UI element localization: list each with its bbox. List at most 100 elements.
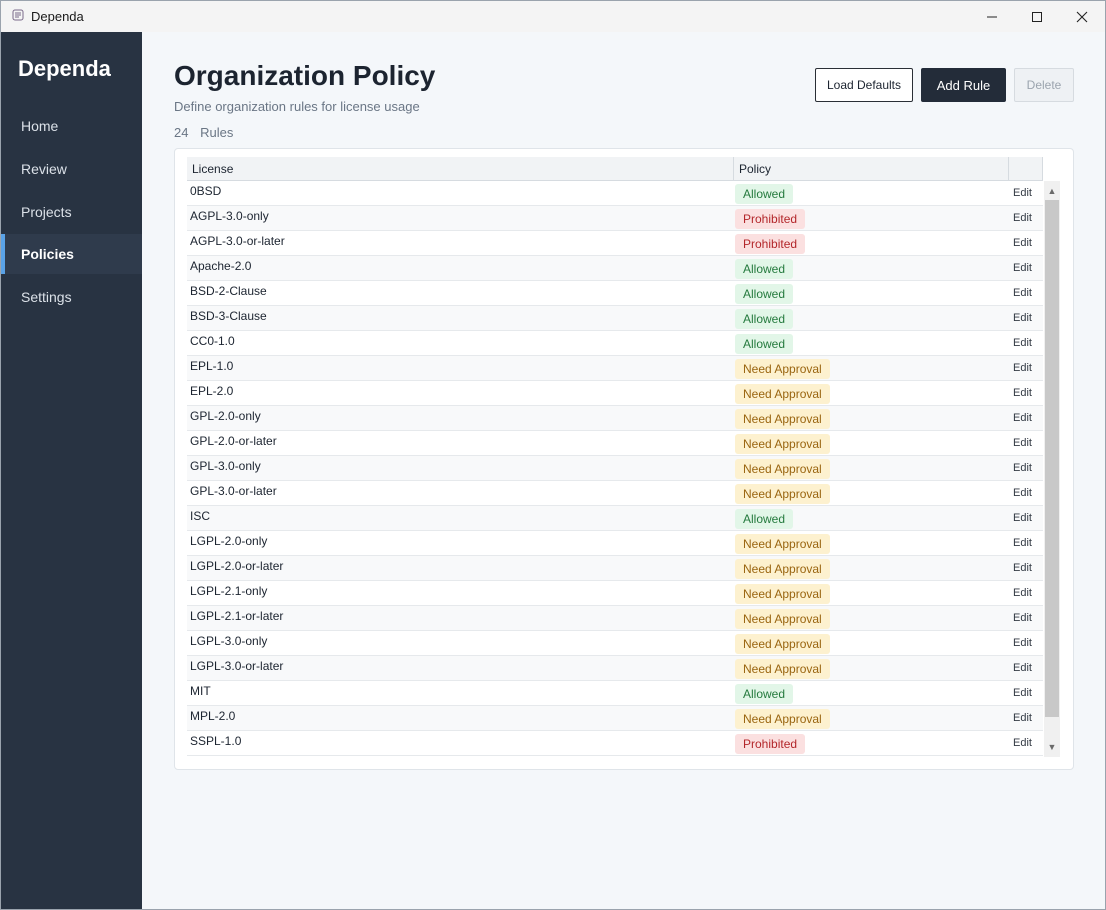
table-row[interactable]: CC0-1.0 Allowed Edit	[187, 331, 1043, 356]
table-row[interactable]: Apache-2.0 Allowed Edit	[187, 256, 1043, 281]
table-row[interactable]: AGPL-3.0-only Prohibited Edit	[187, 206, 1043, 231]
chevron-down-icon[interactable]: ▼	[1047, 742, 1057, 752]
edit-button[interactable]: Edit	[1013, 312, 1032, 324]
edit-button[interactable]: Edit	[1013, 487, 1032, 499]
edit-button[interactable]: Edit	[1013, 412, 1032, 424]
scrollbar-thumb[interactable]	[1045, 200, 1059, 717]
table-row[interactable]: MIT Allowed Edit	[187, 681, 1043, 706]
sidebar-item-policies[interactable]: Policies	[1, 234, 142, 274]
edit-button[interactable]: Edit	[1013, 537, 1032, 549]
maximize-icon	[1032, 11, 1042, 22]
table-row[interactable]: GPL-2.0-or-later Need Approval Edit	[187, 431, 1043, 456]
license-name: AGPL-3.0-or-later	[190, 234, 285, 248]
load-defaults-button[interactable]: Load Defaults	[815, 68, 913, 102]
table-row[interactable]: GPL-3.0-only Need Approval Edit	[187, 456, 1043, 481]
table-row[interactable]: EPL-1.0 Need Approval Edit	[187, 356, 1043, 381]
table-row[interactable]: LGPL-3.0-only Need Approval Edit	[187, 631, 1043, 656]
policy-badge: Allowed	[735, 684, 794, 704]
table-row[interactable]: LGPL-2.1-only Need Approval Edit	[187, 581, 1043, 606]
edit-button[interactable]: Edit	[1013, 712, 1032, 724]
sidebar-item-label: Review	[21, 161, 67, 177]
sidebar-item-review[interactable]: Review	[1, 149, 142, 189]
sidebar-item-label: Home	[21, 118, 59, 134]
sidebar-item-projects[interactable]: Projects	[1, 192, 142, 232]
page-subtitle: Define organization rules for license us…	[174, 99, 420, 114]
license-name: LGPL-3.0-only	[190, 634, 268, 648]
policy-badge: Prohibited	[735, 209, 806, 229]
add-rule-button[interactable]: Add Rule	[921, 68, 1006, 102]
table-row[interactable]: LGPL-2.0-only Need Approval Edit	[187, 531, 1043, 556]
delete-button[interactable]: Delete	[1014, 68, 1074, 102]
policy-badge: Need Approval	[735, 584, 830, 604]
edit-button[interactable]: Edit	[1013, 437, 1032, 449]
edit-button[interactable]: Edit	[1013, 662, 1032, 674]
policy-badge: Need Approval	[735, 359, 830, 379]
edit-button[interactable]: Edit	[1013, 687, 1032, 699]
policy-badge: Need Approval	[735, 634, 830, 654]
license-name: GPL-2.0-or-later	[190, 434, 277, 448]
chevron-up-icon[interactable]: ▲	[1047, 186, 1057, 196]
table-row[interactable]: LGPL-2.1-or-later Need Approval Edit	[187, 606, 1043, 631]
policy-badge: Need Approval	[735, 434, 830, 454]
table-row[interactable]: GPL-2.0-only Need Approval Edit	[187, 406, 1043, 431]
main-content: Organization Policy Define organization …	[142, 32, 1105, 909]
edit-button[interactable]: Edit	[1013, 637, 1032, 649]
table-row[interactable]: SSPL-1.0 Prohibited Edit	[187, 731, 1043, 756]
rule-count-value: 24	[174, 125, 189, 140]
table-row[interactable]: GPL-3.0-or-later Need Approval Edit	[187, 481, 1043, 506]
policy-badge: Need Approval	[735, 484, 830, 504]
app-logo-icon	[12, 9, 24, 21]
policy-badge: Prohibited	[735, 734, 806, 754]
policy-badge: Need Approval	[735, 384, 830, 404]
column-header-actions	[1009, 157, 1043, 181]
policy-badge: Need Approval	[735, 534, 830, 554]
edit-button[interactable]: Edit	[1013, 362, 1032, 374]
policy-badge: Allowed	[735, 259, 794, 279]
page-title: Organization Policy	[174, 60, 436, 91]
table-row[interactable]: 0BSD Allowed Edit	[187, 181, 1043, 206]
license-name: BSD-3-Clause	[190, 309, 267, 323]
edit-button[interactable]: Edit	[1013, 387, 1032, 399]
license-name: EPL-1.0	[190, 359, 234, 373]
table-row[interactable]: LGPL-2.0-or-later Need Approval Edit	[187, 556, 1043, 581]
edit-button[interactable]: Edit	[1013, 562, 1032, 574]
edit-button[interactable]: Edit	[1013, 337, 1032, 349]
column-header-policy[interactable]: Policy	[734, 157, 1009, 181]
table-row[interactable]: ISC Allowed Edit	[187, 506, 1043, 531]
close-button[interactable]	[1059, 1, 1105, 32]
window-title: Dependa	[31, 9, 84, 24]
license-name: ISC	[190, 509, 211, 523]
edit-button[interactable]: Edit	[1013, 462, 1032, 474]
policy-badge: Need Approval	[735, 559, 830, 579]
table-row[interactable]: EPL-2.0 Need Approval Edit	[187, 381, 1043, 406]
license-name: GPL-3.0-or-later	[190, 484, 277, 498]
edit-button[interactable]: Edit	[1013, 262, 1032, 274]
license-name: MIT	[190, 684, 211, 698]
column-header-license[interactable]: License	[187, 157, 734, 181]
table-header: License Policy	[187, 157, 1043, 181]
edit-button[interactable]: Edit	[1013, 237, 1032, 249]
sidebar: Dependa Home Review Projects Policies Se…	[1, 32, 142, 909]
minimize-button[interactable]	[969, 1, 1015, 32]
table-scrollbar[interactable]: ▲ ▼	[1044, 181, 1060, 757]
edit-button[interactable]: Edit	[1013, 287, 1032, 299]
policy-badge: Need Approval	[735, 459, 830, 479]
table-row[interactable]: MPL-2.0 Need Approval Edit	[187, 706, 1043, 731]
edit-button[interactable]: Edit	[1013, 212, 1032, 224]
policy-badge: Allowed	[735, 334, 794, 354]
edit-button[interactable]: Edit	[1013, 737, 1032, 749]
policy-badge: Allowed	[735, 509, 794, 529]
maximize-button[interactable]	[1014, 1, 1060, 32]
edit-button[interactable]: Edit	[1013, 512, 1032, 524]
table-row[interactable]: BSD-3-Clause Allowed Edit	[187, 306, 1043, 331]
license-name: MPL-2.0	[190, 709, 236, 723]
sidebar-item-home[interactable]: Home	[1, 106, 142, 146]
title-bar[interactable]: Dependa	[1, 1, 1105, 32]
edit-button[interactable]: Edit	[1013, 612, 1032, 624]
table-row[interactable]: AGPL-3.0-or-later Prohibited Edit	[187, 231, 1043, 256]
edit-button[interactable]: Edit	[1013, 587, 1032, 599]
sidebar-item-settings[interactable]: Settings	[1, 277, 142, 317]
table-row[interactable]: LGPL-3.0-or-later Need Approval Edit	[187, 656, 1043, 681]
table-row[interactable]: BSD-2-Clause Allowed Edit	[187, 281, 1043, 306]
edit-button[interactable]: Edit	[1013, 187, 1032, 199]
